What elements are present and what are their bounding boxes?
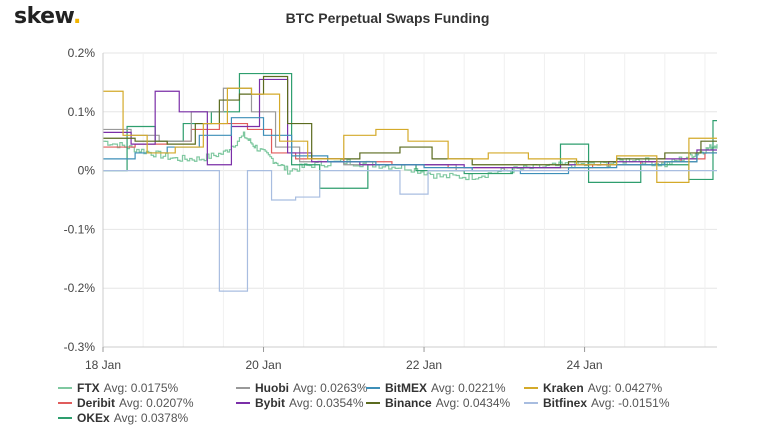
legend-swatch: [236, 402, 250, 404]
legend-series-avg: Avg: 0.0263%: [293, 381, 368, 395]
series-line-kraken: [103, 87, 717, 183]
legend-swatch: [366, 402, 380, 404]
y-tick-label: 0%: [78, 164, 96, 178]
legend-series-name: Binance: [385, 396, 432, 410]
grid: [102, 52, 717, 348]
legend-item-kraken[interactable]: Kraken Avg: 0.0427%: [524, 381, 662, 395]
legend-item-bitmex[interactable]: BitMEX Avg: 0.0221%: [366, 381, 506, 395]
x-tick-label: 18 Jan: [85, 358, 121, 372]
legend-series-name: BitMEX: [385, 381, 427, 395]
legend-series-name: Deribit: [77, 396, 116, 410]
legend-item-ftx[interactable]: FTX Avg: 0.0175%: [58, 381, 178, 395]
legend-swatch: [236, 387, 250, 389]
legend-item-deribit[interactable]: Deribit Avg: 0.0207%: [58, 396, 194, 410]
legend-swatch: [58, 387, 72, 389]
legend-swatch: [58, 417, 72, 419]
legend-item-bitfinex[interactable]: Bitfinex Avg: -0.0151%: [524, 396, 670, 410]
x-tick-label: 22 Jan: [406, 358, 442, 372]
legend-series-avg: Avg: -0.0151%: [591, 396, 670, 410]
legend-series-name: OKEx: [77, 411, 110, 425]
legend-series-avg: Avg: 0.0427%: [587, 381, 663, 395]
chart-title: BTC Perpetual Swaps Funding: [285, 10, 490, 26]
legend-item-binance[interactable]: Binance Avg: 0.0434%: [366, 396, 510, 410]
axes: 0.2% 0.1% 0% -0.1% -0.2% -0.3% 18 Jan 20 Jan 22 …: [64, 46, 717, 372]
legend-series-name: Kraken: [543, 381, 584, 395]
y-tick-label: -0.3%: [64, 340, 96, 354]
x-tick-label: 24 Jan: [567, 358, 603, 372]
legend-swatch: [366, 387, 380, 389]
legend-series-avg: Avg: 0.0207%: [119, 396, 194, 410]
legend-swatch: [58, 402, 72, 404]
legend-series-avg: Avg: 0.0221%: [431, 381, 506, 395]
series-lines: [103, 72, 718, 292]
legend-series-name: Bitfinex: [543, 396, 588, 410]
y-tick-label: 0.1%: [68, 105, 96, 119]
y-tick-label: 0.2%: [68, 46, 96, 60]
x-tick-label: 20 Jan: [246, 358, 282, 372]
legend-item-huobi[interactable]: Huobi Avg: 0.0263%: [236, 381, 368, 395]
legend-series-name: Huobi: [255, 381, 289, 395]
legend-item-bybit[interactable]: Bybit Avg: 0.0354%: [236, 396, 364, 410]
legend-series-name: Bybit: [255, 396, 285, 410]
legend-swatch: [524, 402, 538, 404]
skew-logo: skew.: [14, 4, 81, 29]
legend-swatch: [524, 387, 538, 389]
legend-series-avg: Avg: 0.0378%: [113, 411, 189, 425]
legend-series-name: FTX: [77, 381, 100, 395]
legend-item-okex[interactable]: OKEx Avg: 0.0378%: [58, 411, 188, 425]
legend-series-avg: Avg: 0.0354%: [289, 396, 364, 410]
legend-series-avg: Avg: 0.0175%: [103, 381, 179, 395]
y-tick-label: -0.2%: [64, 281, 96, 295]
legend-series-avg: Avg: 0.0434%: [435, 396, 511, 410]
series-line-bitfinex: [103, 170, 717, 292]
y-tick-label: -0.1%: [64, 222, 96, 236]
